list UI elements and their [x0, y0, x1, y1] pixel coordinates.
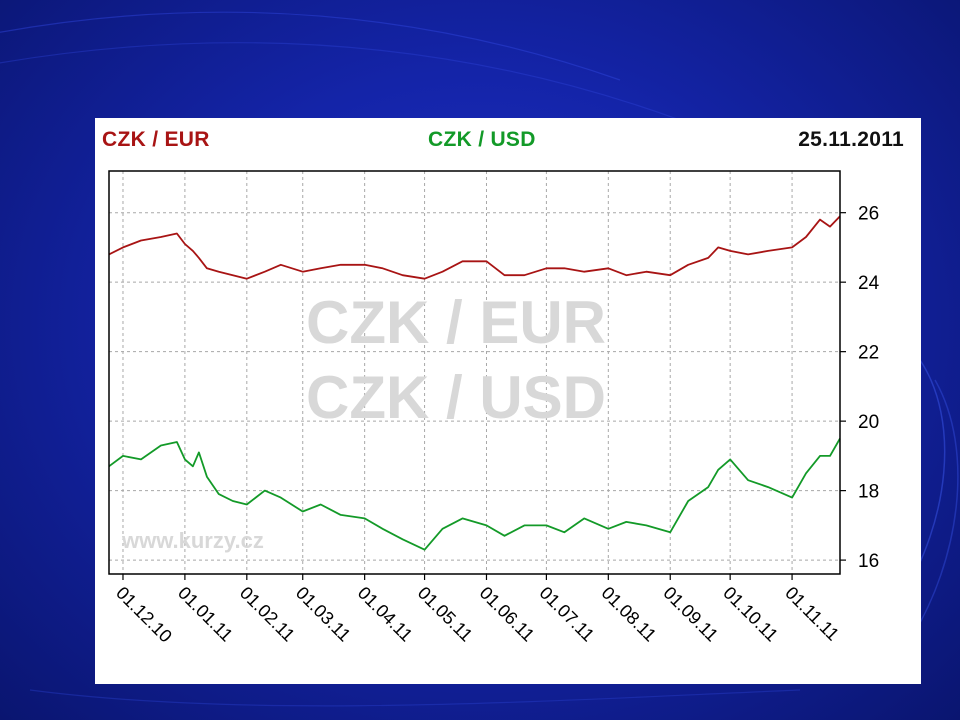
chart-date: 25.11.2011 [798, 128, 904, 151]
y-tick-label: 24 [858, 273, 880, 294]
x-tick-label: 01.01.11 [174, 583, 237, 646]
watermark-usd: CZK / USD [306, 364, 606, 431]
plot-frame [108, 170, 841, 575]
watermark-eur: CZK / EUR [306, 289, 606, 356]
x-tick-label: 01.02.11 [236, 583, 299, 646]
exchange-rate-chart: CZK / EUR CZK / USD www.kurzy.cz 16 18 20 2… [108, 170, 880, 646]
x-tick-label: 01.08.11 [597, 583, 660, 646]
x-tick-label: 01.11.11 [781, 583, 843, 645]
x-tick-label: 01.10.11 [719, 583, 782, 646]
series-line-czk-eur [108, 215, 841, 280]
eur-legend-label: CZK / EUR [102, 128, 210, 151]
usd-legend-label: CZK / USD [428, 128, 536, 151]
watermark-site: www.kurzy.cz [121, 528, 264, 553]
x-tick-label: 01.07.11 [536, 583, 599, 646]
chart-series [108, 215, 841, 551]
x-tick-label: 01.12.10 [112, 583, 176, 647]
series-line-czk-usd [108, 438, 841, 551]
chart-panel: CZK / EUR CZK / USD 25.11.2011 CZK / EUR… [95, 118, 921, 684]
x-tick-label: 01.05.11 [414, 583, 477, 646]
y-tick-label: 26 [858, 204, 879, 225]
watermark: CZK / EUR CZK / USD www.kurzy.cz [121, 289, 606, 553]
y-axis-ticks: 16 18 20 22 24 26 [840, 204, 880, 572]
y-tick-label: 20 [858, 412, 879, 433]
x-tick-label: 01.04.11 [354, 583, 417, 646]
x-tick-label: 01.03.11 [292, 583, 355, 646]
x-tick-label: 01.09.11 [659, 583, 722, 646]
y-tick-label: 18 [858, 482, 879, 503]
y-tick-label: 16 [858, 551, 879, 572]
x-tick-label: 01.06.11 [476, 583, 539, 646]
chart-grid [109, 171, 840, 574]
y-tick-label: 22 [858, 343, 879, 364]
